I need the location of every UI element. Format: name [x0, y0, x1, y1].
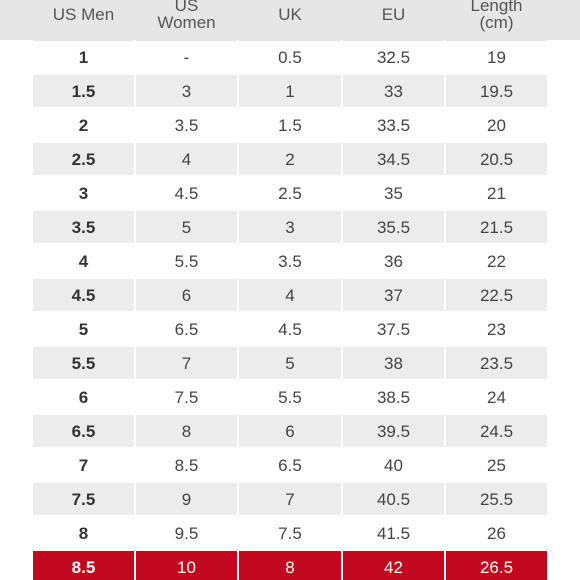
table-cell: 20.5: [446, 143, 547, 175]
table-cell: 24.5: [446, 415, 547, 447]
table-cell: 7: [33, 449, 134, 481]
table-cell: 4.5: [239, 313, 341, 345]
table-cell: 9.5: [136, 517, 237, 549]
table-cell: 8: [33, 517, 134, 549]
table-cell: 22: [446, 245, 547, 277]
table-cell: 4.5: [136, 177, 237, 209]
table-cell: 5: [239, 347, 341, 379]
table-cell: 26: [446, 517, 547, 549]
table-cell: 1: [239, 75, 341, 107]
header-cell: US Men: [33, 0, 134, 42]
table-cell: 1: [33, 41, 134, 73]
table-cell: 7.5: [33, 483, 134, 515]
table-cell: 25: [446, 449, 547, 481]
table-cell: 41.5: [343, 517, 444, 549]
table-cell: 35.5: [343, 211, 444, 243]
table-cell: 8.5: [136, 449, 237, 481]
table-cell: 3.5: [33, 211, 134, 243]
table-cell: 9: [136, 483, 237, 515]
table-cell: 5: [33, 313, 134, 345]
table-cell: 7.5: [136, 381, 237, 413]
table-cell: 40: [343, 449, 444, 481]
table-cell: 25.5: [446, 483, 547, 515]
table-cell: 5.5: [136, 245, 237, 277]
table-cell: 39.5: [343, 415, 444, 447]
table-cell: 2: [239, 143, 341, 175]
table-cell: 36: [343, 245, 444, 277]
table-cell: 38.5: [343, 381, 444, 413]
table-cell: 7: [239, 483, 341, 515]
table-cell: 42: [343, 551, 444, 580]
table-cell: 7.5: [239, 517, 341, 549]
header-cell: EU: [343, 0, 444, 42]
table-cell: 7: [136, 347, 237, 379]
table-cell: 2.5: [33, 143, 134, 175]
table-cell: 32.5: [343, 41, 444, 73]
table-cell: 4.5: [33, 279, 134, 311]
table-cell: 6.5: [239, 449, 341, 481]
table-cell: 38: [343, 347, 444, 379]
table-cell: 23: [446, 313, 547, 345]
table-cell: 24: [446, 381, 547, 413]
table-cell: 19.5: [446, 75, 547, 107]
table-cell: 33.5: [343, 109, 444, 141]
table-cell: -: [136, 41, 237, 73]
table-cell: 0.5: [239, 41, 341, 73]
table-cell: 2: [33, 109, 134, 141]
table-cell: 2.5: [239, 177, 341, 209]
table-cell: 5: [136, 211, 237, 243]
table-cell: 8.5: [33, 551, 134, 580]
table-cell: 4: [239, 279, 341, 311]
table-cell: 34.5: [343, 143, 444, 175]
table-cell: 6: [136, 279, 237, 311]
table-cell: 1.5: [239, 109, 341, 141]
table-cell: 8: [136, 415, 237, 447]
header-cell: US Women: [136, 0, 237, 42]
table-cell: 8: [239, 551, 341, 580]
table-cell: 4: [33, 245, 134, 277]
table-cell: 10: [136, 551, 237, 580]
header-cell: UK: [239, 0, 341, 42]
table-cell: 21.5: [446, 211, 547, 243]
table-cell: 21: [446, 177, 547, 209]
table-cell: 33: [343, 75, 444, 107]
table-cell: 5.5: [33, 347, 134, 379]
table-cell: 40.5: [343, 483, 444, 515]
table-cell: 35: [343, 177, 444, 209]
table-cell: 3: [136, 75, 237, 107]
table-cell: 19: [446, 41, 547, 73]
table-cell: 6.5: [136, 313, 237, 345]
table-cell: 5.5: [239, 381, 341, 413]
table-cell: 3: [239, 211, 341, 243]
table-cell: 6: [239, 415, 341, 447]
table-cell: 1.5: [33, 75, 134, 107]
table-cell: 22.5: [446, 279, 547, 311]
table-cell: 20: [446, 109, 547, 141]
table-cell: 37: [343, 279, 444, 311]
table-cell: 6.5: [33, 415, 134, 447]
table-cell: 3.5: [239, 245, 341, 277]
table-cell: 26.5: [446, 551, 547, 580]
table-cell: 3: [33, 177, 134, 209]
table-cell: 6: [33, 381, 134, 413]
table-cell: 4: [136, 143, 237, 175]
table-cell: 37.5: [343, 313, 444, 345]
table-cell: 3.5: [136, 109, 237, 141]
table-cell: 23.5: [446, 347, 547, 379]
header-cell: Length (cm): [446, 0, 547, 42]
